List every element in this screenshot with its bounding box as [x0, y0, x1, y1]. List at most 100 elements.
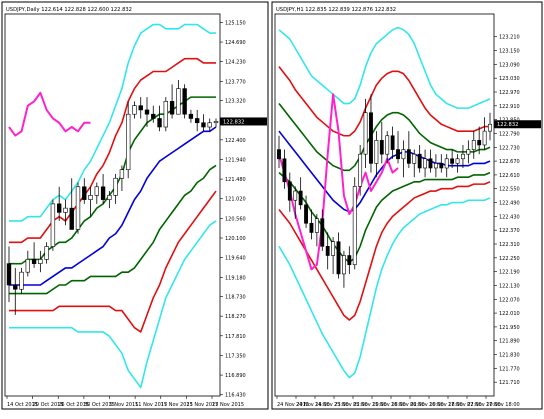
daily-candle-body [88, 195, 93, 200]
daily-y-tick-label: 117.810 [225, 334, 246, 340]
daily-x-tick-label: 17 Nov 2015 [161, 402, 193, 408]
h1-candle-body [385, 135, 390, 155]
h1-candle-body [379, 140, 384, 155]
daily-chart-frame [1, 1, 269, 410]
h1-price-tag [494, 120, 541, 129]
h1-chart: USDJPY,H1 122.835 122.839 122.876 122.83… [271, 1, 543, 410]
daily-x-tick-label: 23 Nov 2015 [186, 402, 218, 408]
daily-y-tick-label: 120.560 [225, 216, 246, 222]
h1-candle-body [412, 153, 417, 164]
daily-y-tick-label: 122.400 [225, 138, 246, 144]
h1-candle-body [466, 149, 471, 155]
h1-candle-body [417, 153, 422, 169]
daily-x-tick-label: 30 Oct 2015 [84, 402, 115, 408]
daily-x-tick-label: 14 Oct 2015 [7, 402, 38, 408]
daily-candle-body [107, 195, 112, 200]
daily-candle-body [50, 203, 56, 247]
h1-x-tick-label: 24 Nov 16:00 [296, 402, 330, 408]
h1-candle-body [461, 153, 465, 160]
h1-candle-body [347, 255, 352, 266]
daily-series-band2_up [9, 57, 216, 244]
daily-candle-body [126, 113, 131, 171]
daily-y-tick-label: 123.320 [225, 99, 246, 105]
daily-candle-body [207, 122, 212, 128]
h1-candle-body [358, 153, 363, 187]
h1-series-chikou [278, 93, 399, 271]
h1-y-tick-label: 122.070 [499, 297, 520, 303]
h1-candle-body [482, 130, 487, 146]
daily-y-tick-label: 125.150 [225, 20, 246, 26]
daily-candle-body [69, 207, 74, 230]
daily-candle-body [44, 246, 49, 260]
daily-candle-body [151, 113, 156, 119]
h1-y-tick-label: 122.010 [499, 311, 520, 317]
h1-x-tick-label: 26 Nov 18:00 [429, 402, 463, 408]
daily-candle-body [38, 259, 43, 264]
daily-plot-area [4, 13, 221, 397]
daily-candle-body [138, 105, 143, 111]
h1-candle-body [471, 140, 476, 150]
h1-candle-body [439, 163, 444, 169]
h1-candle-body [309, 222, 314, 233]
h1-x-tick-label: 27 Nov 18:00 [486, 402, 520, 408]
h1-candle-body [450, 158, 455, 164]
h1-y-tick-label: 122.730 [499, 145, 520, 151]
h1-plot-area [274, 13, 495, 397]
h1-candle-body [488, 123, 492, 132]
daily-y-tick-label: 118.270 [225, 314, 246, 320]
h1-candle-body [401, 149, 406, 160]
h1-candle-body [390, 135, 395, 150]
h1-y-tick-label: 121.710 [499, 380, 520, 386]
daily-series-chikou [8, 91, 91, 137]
h1-x-tick-label: 25 Nov 18:00 [372, 402, 406, 408]
daily-candle-body [144, 109, 150, 115]
h1-candle-body [287, 181, 292, 201]
daily-series-band2_dn [9, 190, 217, 333]
daily-candle-body [75, 186, 81, 230]
h1-y-tick-label: 122.550 [499, 187, 520, 193]
h1-x-tick-label: 24 Nov 23:00 [315, 402, 349, 408]
h1-candle-body [374, 140, 379, 164]
h1-series-band3_dn [278, 197, 491, 379]
h1-y-tick-label: 122.610 [499, 173, 520, 179]
h1-x-tick-label: 27 Nov 10:00 [467, 402, 501, 408]
h1-candle-body [369, 112, 373, 164]
daily-y-tick-label: 118.730 [225, 295, 246, 301]
h1-x-tick-label: 26 Nov 02:00 [391, 402, 425, 408]
h1-candle-body [444, 158, 449, 169]
h1-candle-body [363, 112, 368, 155]
daily-y-tick-label: 119.640 [225, 256, 246, 262]
daily-candle-body [157, 118, 162, 128]
daily-y-tick-label: 123.770 [225, 79, 246, 85]
daily-candle-body [213, 121, 219, 124]
h1-candle-body [423, 158, 427, 169]
h1-y-tick-label: 122.130 [499, 283, 520, 289]
h1-y-tick-label: 122.670 [499, 159, 520, 165]
daily-y-tick-label: 121.480 [225, 177, 246, 183]
daily-candle-body [176, 88, 181, 115]
daily-y-tick-label: 121.940 [225, 157, 246, 163]
daily-y-tick-label: 121.020 [225, 197, 246, 203]
h1-y-tick-label: 122.370 [499, 228, 520, 234]
h1-series-band2_up [278, 66, 490, 137]
h1-chart-frame [271, 1, 543, 410]
daily-candle-body [100, 186, 106, 200]
daily-series-band1_dn [9, 164, 217, 295]
h1-y-tick-label: 121.890 [499, 339, 520, 345]
h1-y-tick-label: 121.950 [499, 325, 520, 331]
daily-candle-body [31, 259, 37, 264]
h1-candle-body [352, 186, 357, 266]
daily-series-band1_up [9, 96, 216, 265]
h1-candle-body [320, 218, 325, 247]
h1-x-tick-label: 25 Nov 02:00 [334, 402, 368, 408]
daily-y-tick-label: 116.890 [225, 373, 246, 379]
daily-y-tick-label: 120.100 [225, 236, 246, 242]
daily-candle-body [163, 101, 169, 128]
daily-y-tick-label: 119.180 [225, 275, 246, 281]
h1-candle-body [455, 158, 460, 164]
daily-x-tick-label: 20 Oct 2015 [33, 402, 64, 408]
h1-series-band1_up [278, 103, 491, 172]
h1-y-tick-label: 121.830 [499, 353, 520, 359]
daily-candle-body [13, 284, 18, 290]
h1-x-tick-label: 27 Nov 02:00 [448, 402, 482, 408]
